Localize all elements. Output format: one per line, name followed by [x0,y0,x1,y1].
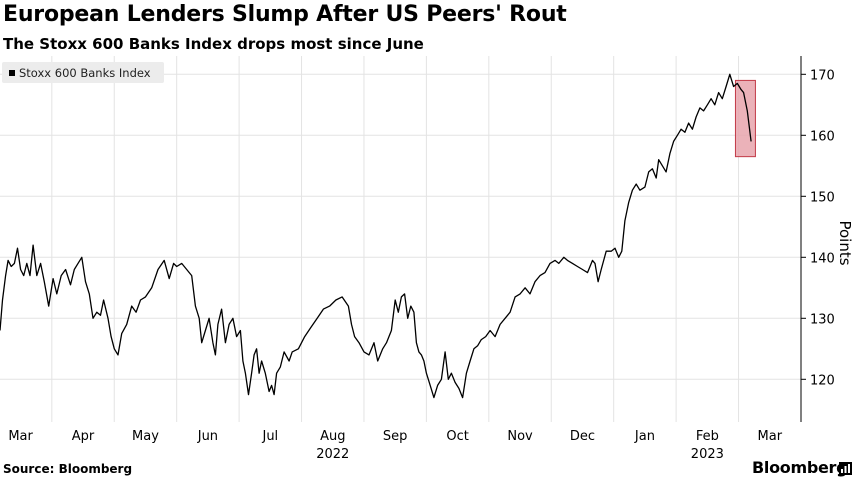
y-axis-label: Points [836,220,854,265]
legend-label: Stoxx 600 Banks Index [19,66,151,80]
legend [2,62,164,83]
y-tick-label: 130 [810,312,835,327]
series-line-0 [0,73,752,399]
x-tick-label: Jun [197,429,218,444]
x-tick-label: Mar [758,429,783,444]
chart-title: European Lenders Slump After US Peers' R… [3,2,567,27]
x-tick-label: Sep [383,429,408,444]
y-tick-label: 150 [810,190,835,205]
y-tick-label: 120 [810,373,835,388]
x-year-label: 2022 [316,447,349,462]
x-tick-label: Feb [696,429,719,444]
chart-subtitle: The Stoxx 600 Banks Index drops most sin… [3,35,424,53]
x-tick-label: Jul [261,429,278,444]
x-tick-label: Dec [570,429,595,444]
x-tick-label: May [132,429,159,444]
x-year-label: 2023 [691,447,724,462]
x-tick-label: Nov [507,429,533,444]
x-tick-label: Mar [8,429,33,444]
y-tick-label: 160 [810,129,835,144]
x-tick-label: Jan [634,429,655,444]
grid [0,56,801,422]
x-tick-label: Apr [72,429,95,444]
x-tick-label: Aug [320,429,345,444]
bloomberg-logo: Bloomberg [752,458,848,477]
highlight-box [734,79,756,158]
legend-swatch [9,70,15,76]
x-tick-label: Oct [446,429,468,444]
y-tick-label: 170 [810,68,835,83]
bloomberg-terminal-icon [839,462,852,475]
y-tick-label: 140 [810,251,835,266]
source-note: Source: Bloomberg [3,462,133,476]
